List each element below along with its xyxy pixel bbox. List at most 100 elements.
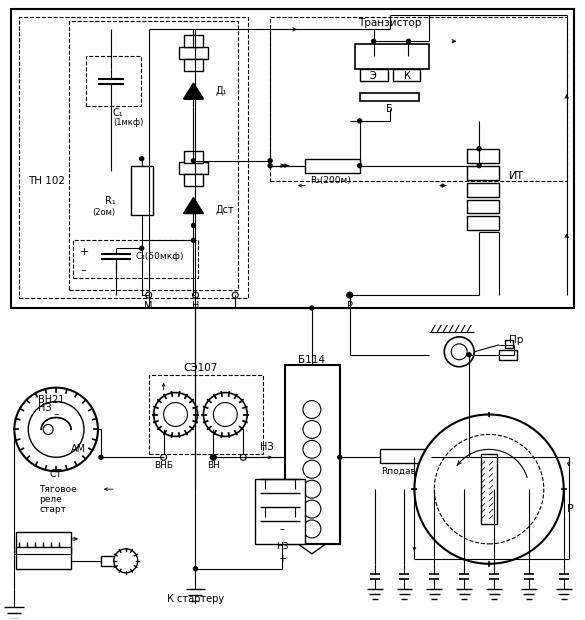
Bar bbox=[178, 162, 208, 174]
Circle shape bbox=[191, 159, 195, 162]
Circle shape bbox=[191, 159, 195, 162]
Text: C₂(50мкф): C₂(50мкф) bbox=[136, 252, 184, 261]
Circle shape bbox=[310, 306, 314, 310]
Circle shape bbox=[191, 238, 195, 242]
Text: Б: Б bbox=[386, 104, 393, 114]
Circle shape bbox=[303, 520, 321, 538]
Text: ВН: ВН bbox=[207, 461, 220, 470]
Bar bbox=[360, 93, 419, 101]
Text: R₁: R₁ bbox=[105, 195, 116, 205]
Bar bbox=[380, 450, 431, 463]
Circle shape bbox=[268, 164, 272, 167]
Bar bbox=[481, 454, 497, 524]
Text: старт: старт bbox=[39, 505, 66, 513]
Circle shape bbox=[43, 425, 53, 435]
Text: НЗ: НЗ bbox=[260, 442, 274, 453]
Circle shape bbox=[303, 500, 321, 518]
Bar bbox=[178, 47, 208, 59]
Text: Тяговое: Тяговое bbox=[39, 485, 77, 494]
Text: –: – bbox=[53, 409, 59, 420]
Circle shape bbox=[338, 455, 342, 459]
Text: К стартеру: К стартеру bbox=[167, 593, 224, 604]
Text: СТ: СТ bbox=[50, 469, 63, 479]
Bar bbox=[467, 183, 499, 197]
Bar bbox=[285, 365, 340, 544]
Polygon shape bbox=[184, 83, 204, 99]
Text: –: – bbox=[280, 524, 284, 534]
Text: (2ом): (2ом) bbox=[92, 208, 116, 217]
Circle shape bbox=[451, 344, 467, 360]
Text: ИТ: ИТ bbox=[509, 170, 524, 180]
Circle shape bbox=[146, 292, 152, 298]
Text: НЗ: НЗ bbox=[276, 542, 288, 551]
Circle shape bbox=[14, 388, 98, 471]
Circle shape bbox=[240, 454, 246, 460]
Circle shape bbox=[357, 119, 362, 123]
Text: +: + bbox=[80, 247, 90, 257]
Text: Транзистор: Транзистор bbox=[358, 19, 421, 29]
Text: Э: Э bbox=[369, 71, 376, 81]
Text: ВНБ: ВНБ bbox=[154, 461, 173, 470]
Text: Дст: Дст bbox=[215, 205, 234, 216]
Text: СЭ107: СЭ107 bbox=[183, 363, 218, 373]
Text: НЗ: НЗ bbox=[38, 402, 52, 412]
Circle shape bbox=[444, 337, 474, 366]
Circle shape bbox=[357, 164, 362, 167]
Circle shape bbox=[414, 415, 564, 564]
Bar bbox=[467, 216, 499, 231]
Bar bbox=[184, 35, 204, 47]
Text: реле: реле bbox=[39, 495, 62, 503]
Bar bbox=[505, 340, 513, 348]
Circle shape bbox=[303, 480, 321, 498]
Text: –: – bbox=[80, 265, 85, 275]
Circle shape bbox=[268, 159, 272, 162]
Text: К: К bbox=[404, 71, 411, 81]
Bar bbox=[467, 149, 499, 162]
Circle shape bbox=[467, 353, 471, 356]
Bar bbox=[467, 166, 499, 180]
Bar bbox=[467, 200, 499, 213]
Bar bbox=[19, 17, 248, 298]
Circle shape bbox=[303, 420, 321, 438]
Text: C₁: C₁ bbox=[113, 108, 123, 118]
Bar bbox=[16, 547, 71, 569]
Text: Р: Р bbox=[567, 504, 574, 514]
Text: (1мкф): (1мкф) bbox=[113, 118, 143, 127]
Circle shape bbox=[211, 455, 215, 459]
Circle shape bbox=[303, 460, 321, 478]
Circle shape bbox=[114, 549, 137, 573]
Text: ВН21: ВН21 bbox=[38, 394, 65, 405]
Circle shape bbox=[154, 392, 198, 436]
Bar bbox=[101, 556, 116, 566]
Text: ТН 102: ТН 102 bbox=[27, 175, 65, 185]
Text: Б114: Б114 bbox=[298, 355, 325, 365]
Circle shape bbox=[347, 293, 352, 297]
Circle shape bbox=[232, 292, 238, 298]
Polygon shape bbox=[184, 198, 204, 213]
Text: Пр: Пр bbox=[509, 335, 524, 345]
Bar bbox=[305, 159, 360, 172]
Bar bbox=[355, 44, 429, 69]
Text: Р: Р bbox=[347, 301, 353, 311]
Circle shape bbox=[161, 454, 167, 460]
Circle shape bbox=[211, 454, 216, 460]
Bar bbox=[184, 59, 204, 71]
Bar bbox=[73, 241, 198, 278]
Bar bbox=[149, 374, 263, 454]
Circle shape bbox=[407, 39, 411, 43]
Text: Н: Н bbox=[192, 301, 199, 311]
Bar bbox=[270, 17, 567, 180]
Bar bbox=[184, 151, 204, 162]
Circle shape bbox=[164, 402, 188, 427]
Bar bbox=[184, 174, 204, 185]
Bar bbox=[499, 350, 517, 360]
Circle shape bbox=[140, 157, 144, 161]
Text: АМ: АМ bbox=[71, 445, 86, 454]
Circle shape bbox=[303, 401, 321, 419]
Bar bbox=[16, 532, 71, 554]
Bar bbox=[255, 479, 305, 544]
Circle shape bbox=[371, 39, 376, 43]
Bar bbox=[360, 69, 387, 81]
Circle shape bbox=[194, 567, 198, 571]
Text: R₂(200м): R₂(200м) bbox=[310, 176, 351, 185]
